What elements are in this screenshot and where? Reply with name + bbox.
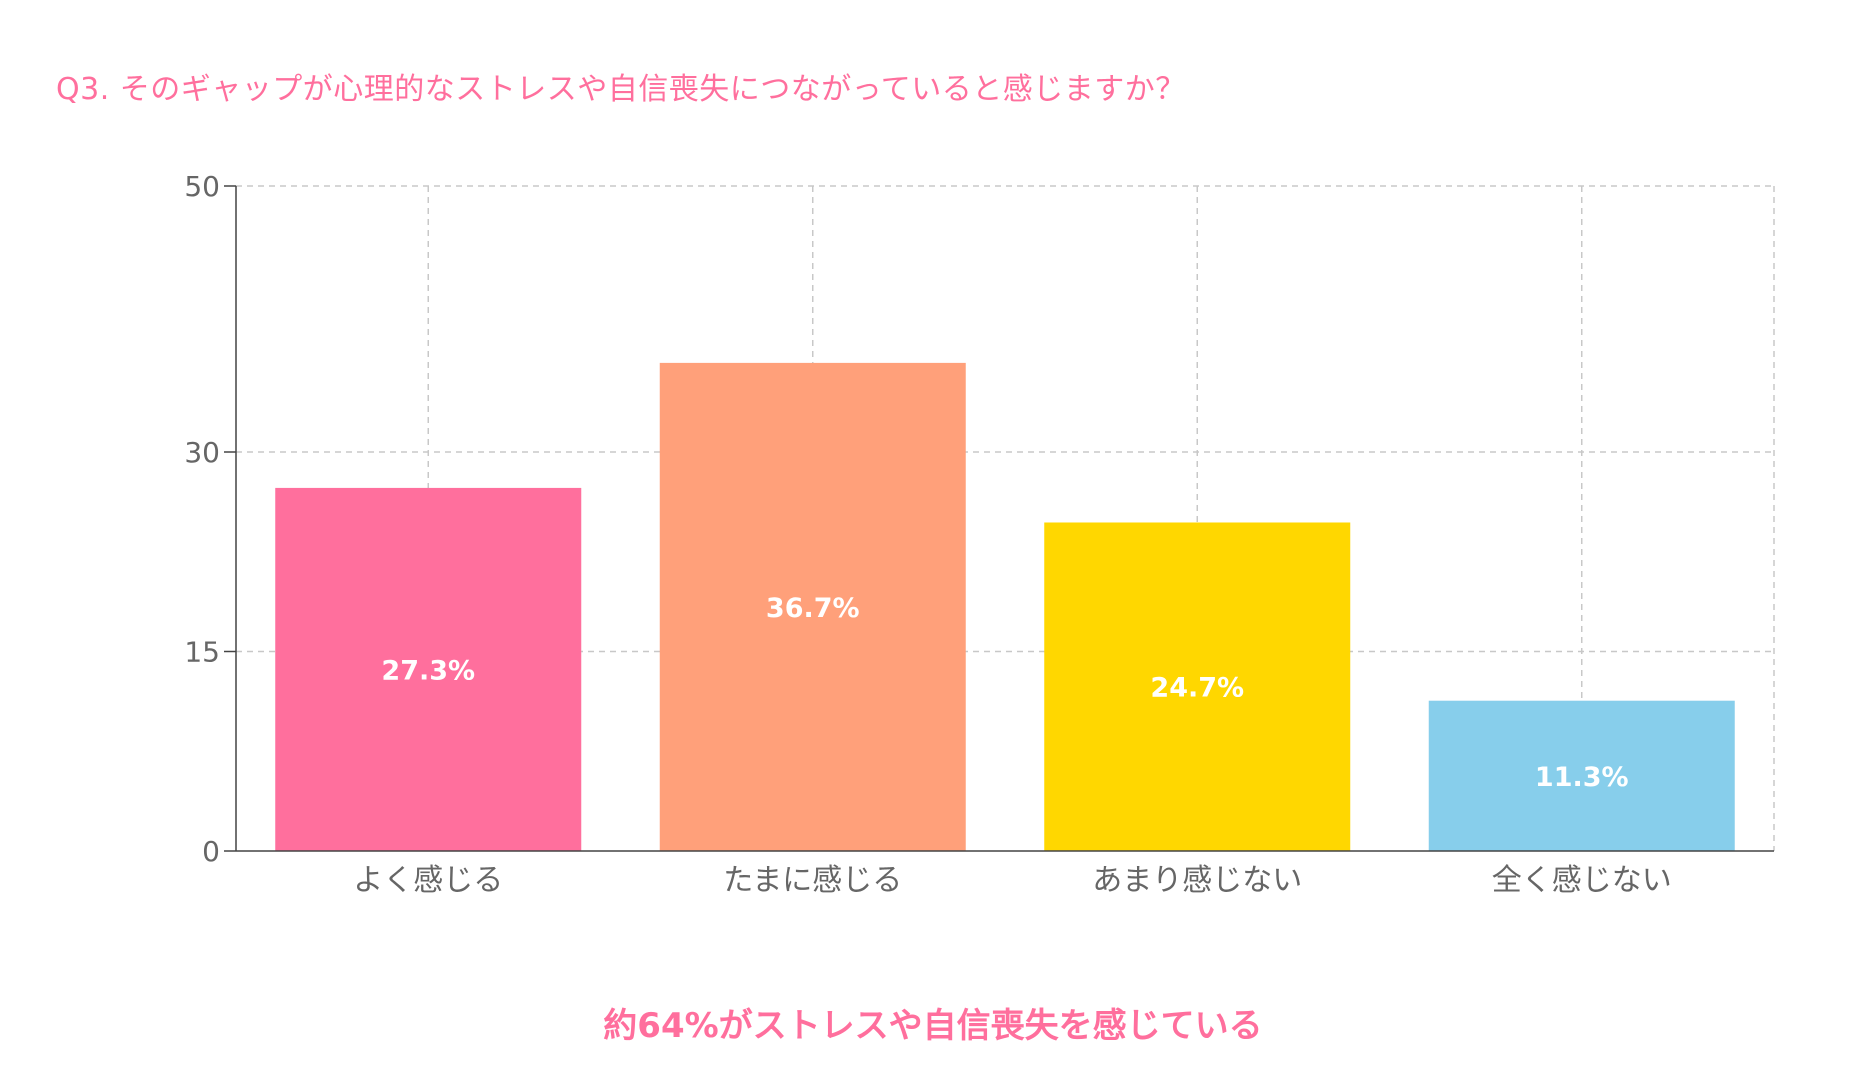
summary-caption: 約64%がストレスや自信喪失を感じている: [603, 1006, 1263, 1046]
x-tick-label: たまに感じる: [723, 863, 902, 898]
y-tick-label: 30: [184, 436, 220, 469]
data-label: 36.7%: [766, 593, 860, 624]
x-tick-label: 全く感じない: [1492, 863, 1672, 898]
y-tick-labels: 0 15 30 50: [184, 170, 220, 868]
y-tick-label: 0: [202, 835, 220, 868]
data-labels: 27.3% 36.7% 24.7% 11.3%: [381, 593, 1628, 793]
x-tick-label: あまり感じない: [1092, 863, 1302, 898]
data-label: 24.7%: [1150, 673, 1244, 704]
data-label: 27.3%: [381, 655, 475, 686]
x-tick-label: よく感じる: [353, 863, 503, 898]
bar-2: [659, 362, 966, 851]
bar-4: [1428, 700, 1735, 851]
bar-3: [1044, 522, 1351, 851]
bar-1: [275, 487, 582, 851]
y-tick-label: 50: [184, 170, 220, 203]
y-tick-label: 15: [184, 636, 220, 669]
x-tick-labels: よく感じる たまに感じる あまり感じない 全く感じない: [353, 863, 1672, 898]
axes: [224, 185, 1774, 852]
chart-title: Q3. そのギャップが心理的なストレスや自信喪失につながっていると感じますか？: [56, 72, 1186, 107]
data-label: 11.3%: [1535, 762, 1629, 793]
bars: [275, 362, 1735, 851]
